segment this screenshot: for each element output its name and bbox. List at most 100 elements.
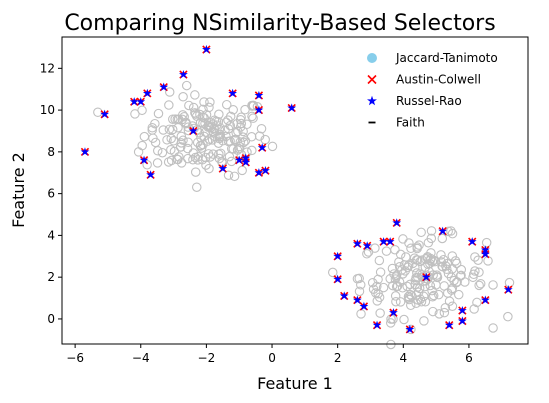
data-point: [287, 103, 297, 112]
legend-marker: [367, 74, 377, 85]
background-point: [356, 280, 366, 290]
data-point: [146, 170, 155, 179]
background-point: [200, 127, 211, 137]
data-point: [139, 155, 149, 164]
background-point: [425, 258, 435, 269]
background-point: [193, 155, 203, 165]
background-point: [235, 137, 246, 147]
background-point: [416, 227, 426, 238]
background-point: [373, 274, 383, 285]
background-point: [204, 134, 215, 145]
x-tick-label: −6: [66, 351, 84, 365]
background-point: [410, 279, 421, 290]
background-point: [137, 140, 147, 151]
legend-item: Austin-Colwell: [367, 73, 481, 87]
background-point: [164, 100, 174, 110]
background-point: [488, 280, 498, 290]
background-point: [411, 272, 421, 283]
plot-frame: [61, 36, 529, 345]
data-point: [254, 105, 264, 114]
background-point: [221, 131, 231, 142]
data-point: [261, 166, 270, 175]
background-point: [400, 266, 410, 276]
data-point: [333, 274, 343, 283]
background-point: [208, 149, 218, 159]
data-point: [257, 143, 267, 152]
y-axis: 0 2 4 6 8 10 12: [40, 61, 62, 326]
background-point: [179, 112, 189, 122]
background-point: [175, 142, 186, 152]
background-point: [130, 109, 140, 119]
data-point: [405, 324, 415, 334]
data-point: [136, 97, 146, 106]
background-point: [381, 246, 392, 256]
background-point: [133, 147, 144, 157]
legend-item: Faith: [368, 116, 425, 130]
background-point: [488, 323, 498, 333]
legend-item: Russel-Rao: [367, 94, 462, 108]
background-point: [475, 279, 486, 289]
data-point: [457, 305, 467, 315]
background-point: [428, 306, 438, 317]
y-tick-label: 10: [40, 103, 55, 117]
background-point: [385, 274, 395, 284]
background-point: [166, 155, 177, 166]
data-point: [218, 163, 228, 173]
background-point: [183, 137, 193, 148]
background-point: [190, 90, 200, 100]
background-point: [223, 170, 234, 180]
background-point: [454, 289, 464, 300]
background-point: [234, 143, 244, 154]
background-point: [215, 131, 226, 141]
data-point: [80, 147, 90, 156]
background-point: [188, 155, 198, 165]
background-point: [388, 314, 398, 324]
y-tick-label: 6: [47, 187, 55, 201]
background-point: [395, 297, 406, 307]
background-point: [455, 271, 466, 281]
background-point: [240, 136, 251, 146]
data-point: [444, 320, 454, 329]
background-point: [235, 114, 246, 125]
background-point: [408, 258, 418, 269]
y-tick-label: 12: [40, 61, 55, 75]
background-point: [198, 112, 208, 122]
background-point: [203, 149, 214, 159]
background-point: [504, 277, 515, 288]
background-point: [390, 244, 400, 255]
background-point: [202, 136, 213, 146]
background-point: [93, 107, 103, 118]
background-point: [158, 125, 169, 135]
x-tick-label: 2: [334, 351, 342, 365]
background-point: [183, 122, 193, 132]
background-point: [256, 124, 267, 134]
data-point: [352, 239, 362, 248]
background-point: [352, 273, 363, 284]
background-point: [367, 278, 378, 288]
background-point: [456, 270, 466, 281]
data-point: [202, 44, 211, 54]
background-point: [404, 294, 414, 305]
background-point: [406, 243, 416, 254]
background-point: [438, 254, 449, 265]
background-point: [370, 243, 380, 253]
background-point: [139, 131, 150, 142]
background-point: [473, 255, 483, 265]
legend-marker: [367, 53, 377, 63]
data-point: [241, 153, 251, 162]
background-point: [164, 87, 175, 97]
data-point: [228, 88, 238, 98]
background-point: [199, 97, 209, 107]
data-point: [362, 241, 372, 250]
data-point: [188, 126, 198, 135]
background-point: [425, 280, 436, 291]
background-point: [378, 282, 389, 293]
background-point: [167, 124, 178, 135]
background-point: [440, 302, 451, 313]
data-point: [438, 226, 448, 235]
legend-item: Jaccard-Tanimoto: [367, 51, 498, 65]
background-point: [456, 264, 467, 275]
background-point: [372, 296, 382, 306]
y-tick-label: 0: [47, 312, 55, 326]
